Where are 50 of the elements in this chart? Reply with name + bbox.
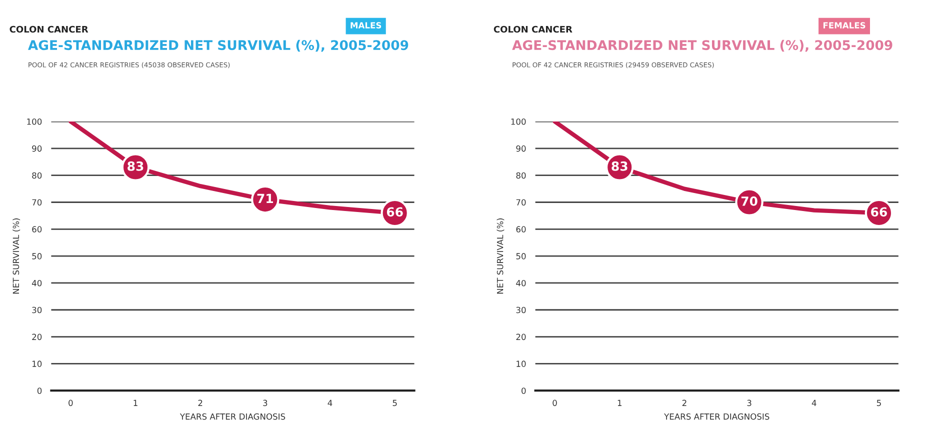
x-tick-label: 5 xyxy=(392,400,397,406)
chart-title: AGE-STANDARDIZED NET SURVIVAL (%), 2005-2009 xyxy=(28,40,408,52)
y-tick-label: 80 xyxy=(32,172,42,179)
y-tick-label: 30 xyxy=(32,306,42,314)
x-tick-label: 2 xyxy=(682,400,686,406)
y-tick-label: 50 xyxy=(32,253,42,260)
y-tick-label: 40 xyxy=(516,280,526,286)
data-label: 66 xyxy=(871,207,887,217)
y-tick-label: 80 xyxy=(516,172,526,179)
text: COLON CANCER xyxy=(494,26,572,33)
data-label: 83 xyxy=(128,161,144,171)
data-label: 70 xyxy=(741,196,758,206)
y-tick-label: 0 xyxy=(37,388,42,394)
y-tick-label: 0 xyxy=(522,388,526,394)
text: MALES xyxy=(350,22,382,28)
y-tick-label: 30 xyxy=(516,306,526,314)
y-tick-label: 50 xyxy=(516,253,526,260)
y-tick-label: 60 xyxy=(516,226,526,232)
y-tick-label: 70 xyxy=(516,199,526,206)
text: COLON CANCER xyxy=(10,26,88,33)
x-tick-label: 1 xyxy=(618,400,622,406)
x-axis-title: YEARS AFTER DIAGNOSIS xyxy=(180,413,286,420)
y-tick-label: 70 xyxy=(32,199,42,206)
x-tick-label: 0 xyxy=(68,400,73,406)
y-tick-label: 60 xyxy=(32,226,42,232)
x-axis-title: YEARS AFTER DIAGNOSIS xyxy=(664,413,770,420)
x-tick-label: 3 xyxy=(747,400,752,406)
y-tick-label: 100 xyxy=(511,118,526,125)
data-label: 71 xyxy=(257,194,274,203)
text: FEMALES xyxy=(823,22,866,28)
y-tick-label: 40 xyxy=(32,280,42,286)
y-tick-label: 20 xyxy=(32,334,42,340)
y-tick-label: 90 xyxy=(32,145,42,152)
x-tick-label: 0 xyxy=(552,400,557,406)
x-tick-label: 4 xyxy=(812,400,816,406)
x-tick-label: 3 xyxy=(263,400,268,406)
x-tick-label: 2 xyxy=(198,400,202,406)
x-tick-label: 4 xyxy=(328,400,332,406)
y-tick-label: 90 xyxy=(516,145,526,152)
y-tick-label: 10 xyxy=(32,360,42,367)
data-label: 83 xyxy=(612,161,628,171)
x-tick-label: 5 xyxy=(876,400,881,406)
y-tick-label: 100 xyxy=(27,118,42,125)
data-label: 66 xyxy=(386,207,403,217)
y-tick-label: 10 xyxy=(516,360,526,367)
chart-title: AGE-STANDARDIZED NET SURVIVAL (%), 2005-2009 xyxy=(512,40,892,52)
x-tick-label: 1 xyxy=(134,400,138,406)
y-axis-title: NET SURVIVAL (%) xyxy=(12,218,20,294)
y-axis-title: NET SURVIVAL (%) xyxy=(496,218,504,294)
y-tick-label: 20 xyxy=(516,334,526,340)
